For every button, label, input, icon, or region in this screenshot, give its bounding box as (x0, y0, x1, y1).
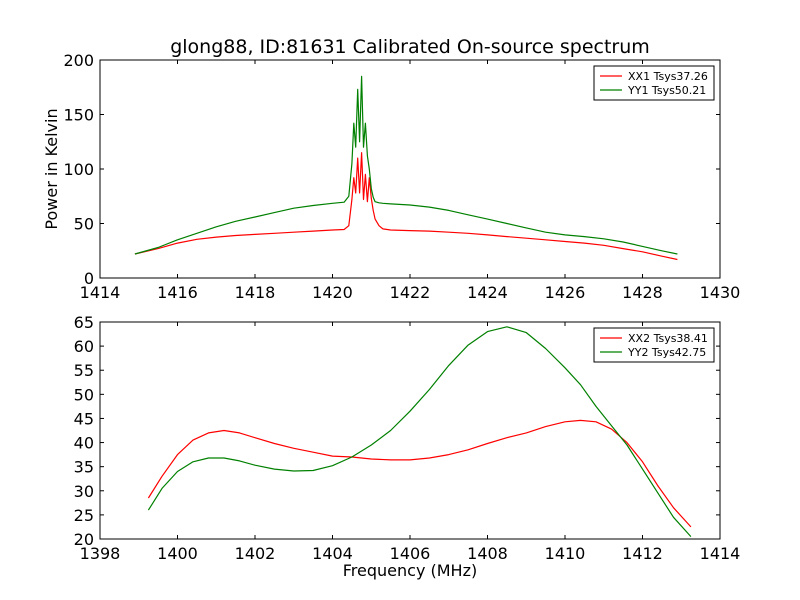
bottom-plot-x-axis-label: Frequency (MHz) (343, 561, 477, 580)
bottom-plot-y-tick-label: 55 (74, 361, 94, 380)
top-plot-x-tick-label: 1416 (157, 283, 198, 302)
top-plot-x-tick-label: 1422 (390, 283, 431, 302)
bottom-plot-x-tick-label: 1402 (235, 544, 276, 563)
top-plot-x-tick-label: 1424 (467, 283, 508, 302)
top-plot-x-tick-label: 1418 (235, 283, 276, 302)
bottom-plot-y-tick-label: 45 (74, 409, 94, 428)
top-plot-y-tick-label: 150 (63, 106, 94, 125)
bottom-plot-y-tick-label: 50 (74, 385, 94, 404)
bottom-plot-legend-box (593, 327, 715, 363)
top-plot-x-tick-label: 1414 (80, 283, 121, 302)
bottom-plot-x-tick-label: 1400 (157, 544, 198, 563)
top-plot-series-line-1 (134, 152, 678, 261)
bottom-plot-x-tick-label: 1412 (622, 544, 663, 563)
top-plot-x-tick-label: 1426 (545, 283, 586, 302)
bottom-plot-y-tick-label: 20 (74, 530, 94, 549)
top-plot-series-line-2 (134, 75, 678, 255)
bottom-plot-series-line-2 (147, 326, 692, 538)
top-plot-y-tick-label: 200 (63, 51, 94, 70)
top-plot-x-tick-label: 1430 (700, 283, 741, 302)
top-plot: Power in Kelvin 1414 1416 1418 1420 1422 1424… (42, 51, 740, 302)
top-plot-legend-label: XX1 Tsys37.26 (628, 70, 708, 83)
bottom-plot-y-tick-label: 30 (74, 482, 94, 501)
bottom-plot-y-tick-label: 40 (74, 434, 94, 453)
top-plot-y-tick-label: 100 (63, 160, 94, 179)
bottom-plot-x-tick-label: 1404 (312, 544, 353, 563)
bottom-plot: Frequency (MHz) 1398 1400 1402 1404 1406 1408… (74, 313, 741, 580)
bottom-plot-x-tick-label: 1414 (700, 544, 741, 563)
bottom-plot-y-tick-label: 65 (74, 313, 94, 332)
top-plot-x-tick-label: 1428 (622, 283, 663, 302)
bottom-plot-x-tick-label: 1406 (390, 544, 431, 563)
bottom-plot-series-line-1 (147, 419, 692, 528)
bottom-plot-x-tick-label: 1408 (467, 544, 508, 563)
top-plot-y-tick-label: 50 (74, 215, 94, 234)
bottom-plot-y-tick-label: 60 (74, 337, 94, 356)
bottom-plot-legend-label: XX2 Tsys38.41 (628, 332, 708, 345)
bottom-plot-legend-label: YY2 Tsys42.75 (627, 346, 706, 359)
top-plot-legend-label: YY1 Tsys50.21 (627, 84, 706, 97)
chart-title: glong88, ID:81631 Calibrated On-source s… (170, 36, 650, 58)
bottom-plot-y-tick-label: 35 (74, 458, 94, 477)
top-plot-y-axis-label: Power in Kelvin (42, 108, 61, 229)
bottom-plot-x-tick-label: 1410 (545, 544, 586, 563)
top-plot-x-tick-label: 1420 (312, 283, 353, 302)
top-plot-y-tick-label: 0 (84, 269, 94, 288)
bottom-plot-x-tick-label: 1398 (80, 544, 121, 563)
bottom-plot-y-tick-label: 25 (74, 506, 94, 525)
top-plot-legend-box (593, 65, 715, 101)
